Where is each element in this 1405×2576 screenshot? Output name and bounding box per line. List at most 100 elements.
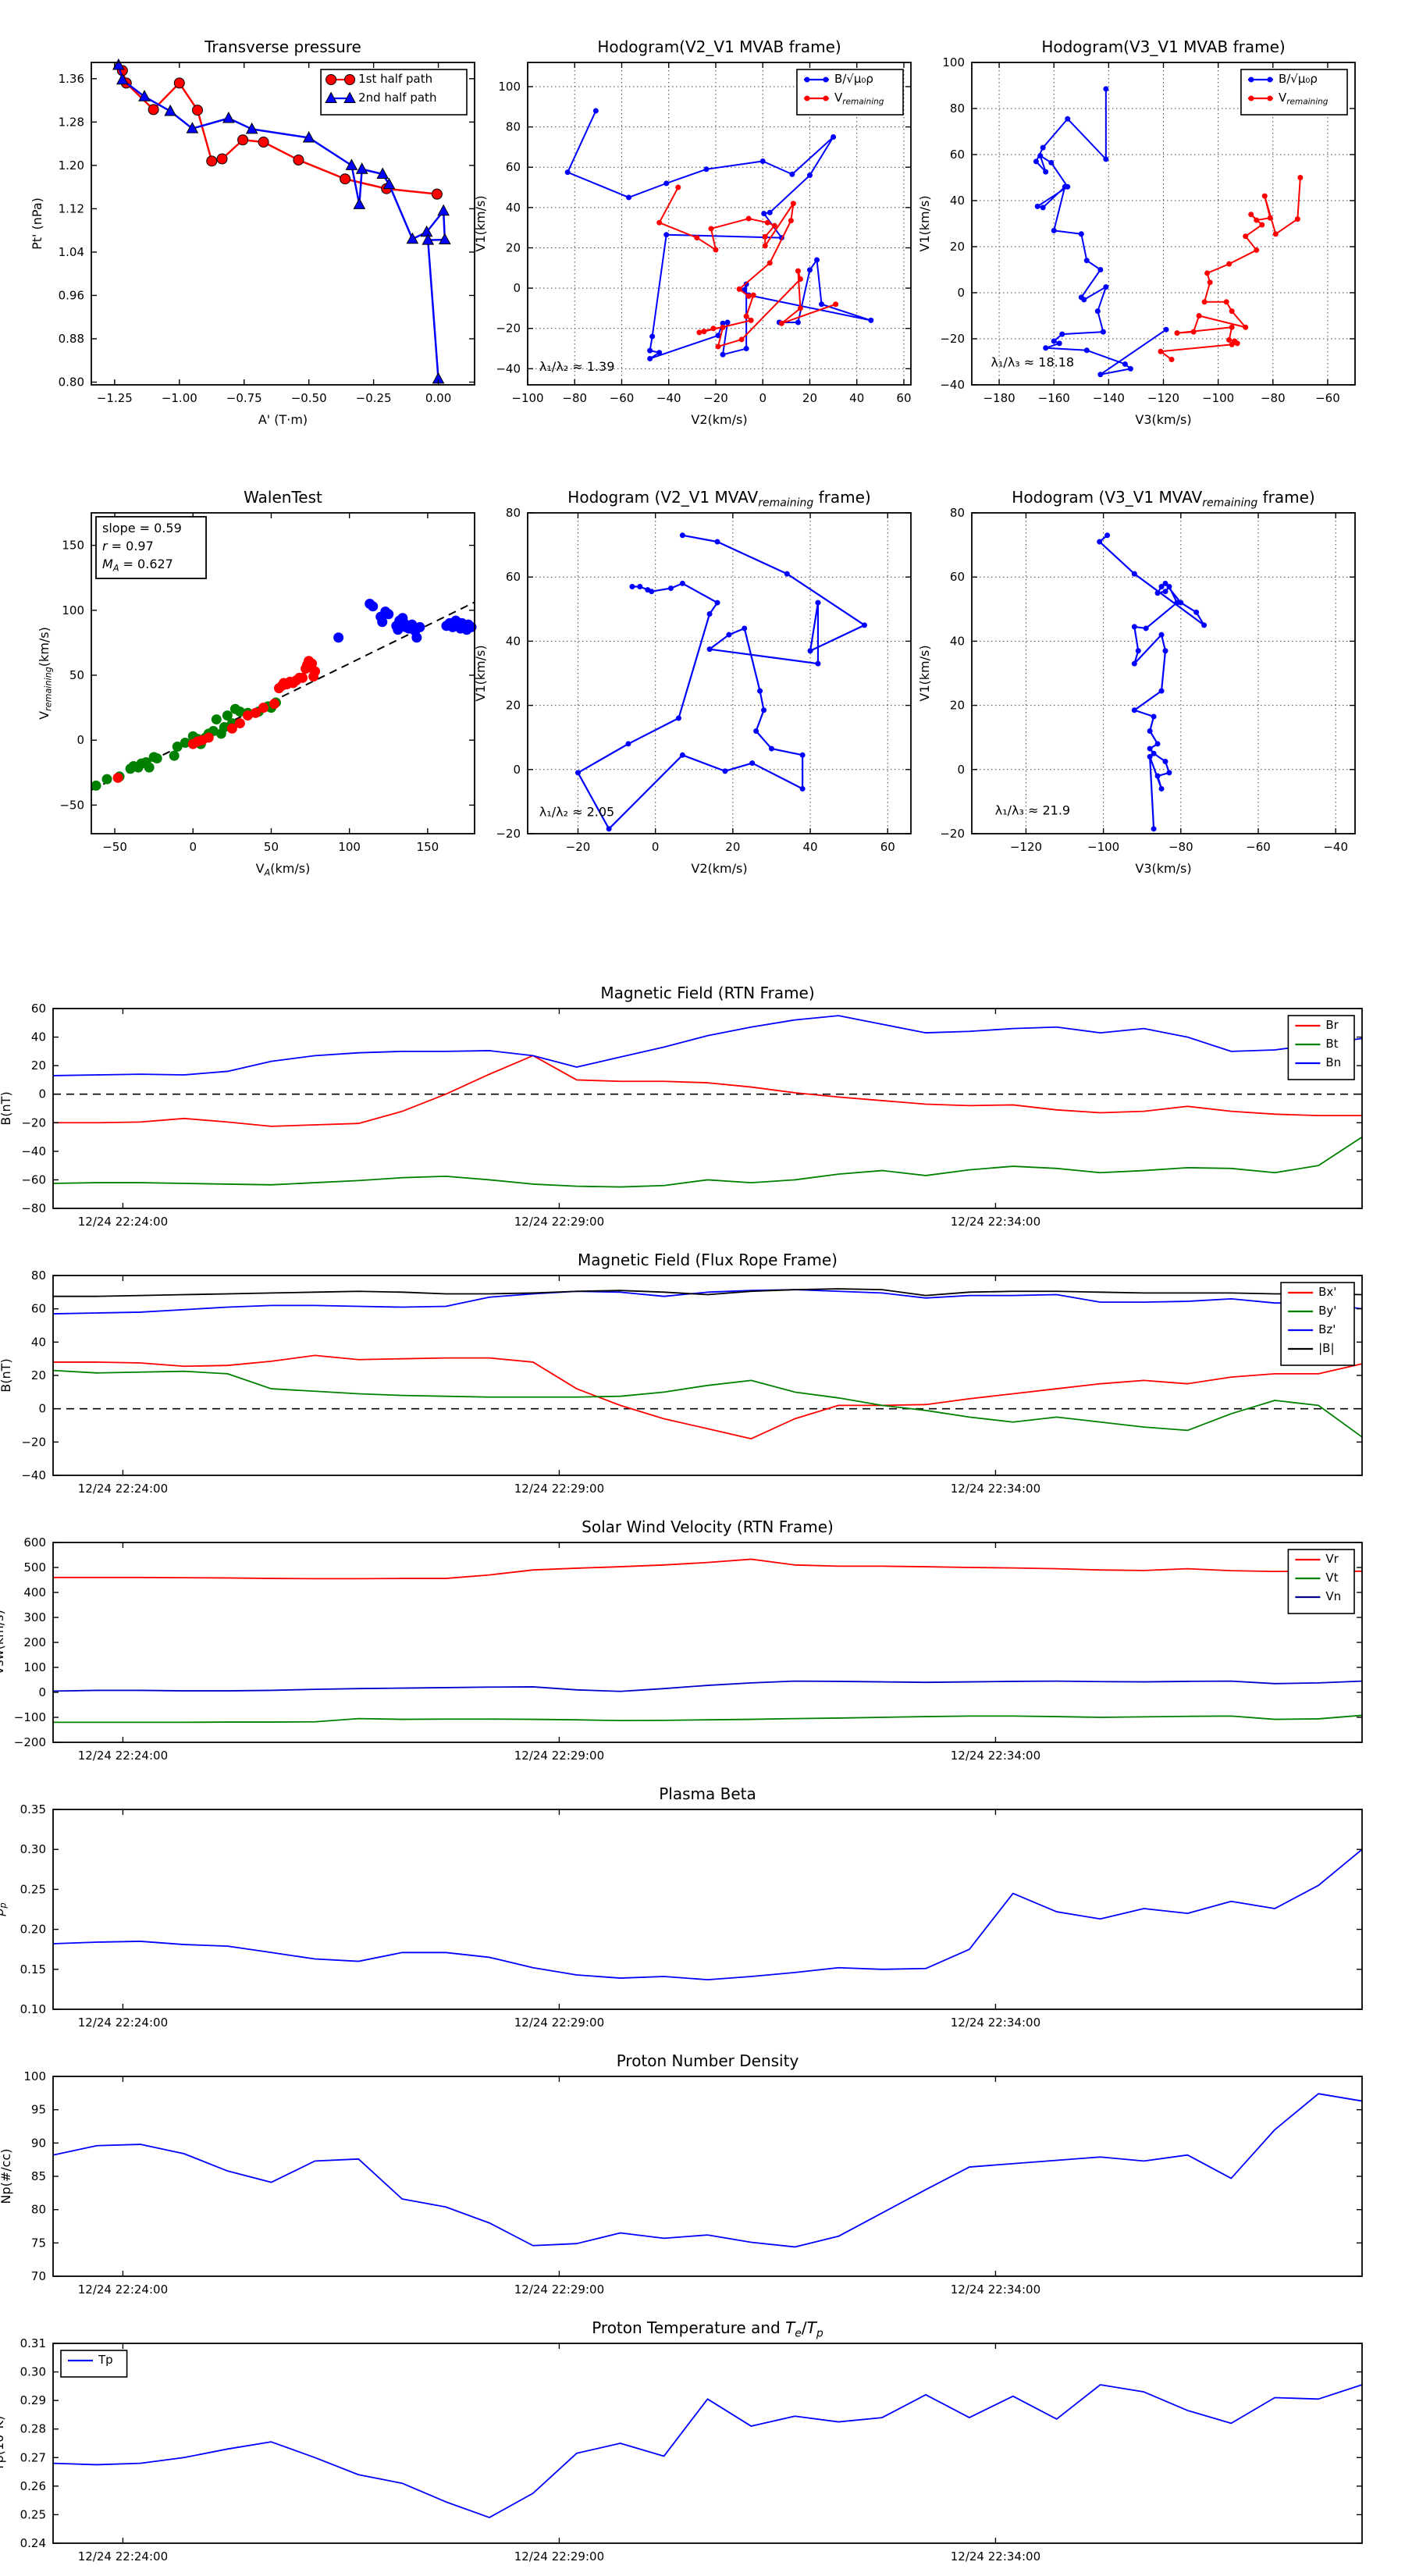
y-axis-label: V1(km/s)	[473, 195, 488, 251]
x-tick-label: −20	[703, 391, 728, 405]
y-tick-label: 300	[23, 1610, 46, 1624]
legend: Tp	[60, 2350, 128, 2378]
y-tick-label: −20	[940, 827, 965, 841]
y-tick-label: 20	[950, 240, 965, 254]
x-tick-label: 60	[880, 840, 895, 854]
chart-title: Plasma Beta	[659, 1784, 756, 1803]
legend-label: Tp	[98, 2353, 113, 2367]
x-tick-label: −40	[1323, 840, 1348, 854]
x-tick-label: 50	[264, 840, 279, 854]
legend-label: By'	[1318, 1304, 1336, 1318]
x-tick-label: 12/24 22:34:00	[951, 2549, 1040, 2564]
y-tick-label: 40	[506, 201, 521, 215]
y-tick-label: 0.15	[20, 1962, 46, 1976]
y-tick-label: −20	[940, 332, 965, 346]
y-tick-label: 95	[31, 2103, 46, 2117]
y-tick-label: −40	[21, 1468, 46, 1482]
y-axis-label: βp	[0, 1902, 9, 1916]
y-tick-label: −20	[21, 1435, 46, 1449]
x-tick-label: −180	[983, 391, 1015, 405]
x-tick-label: −60	[1246, 840, 1271, 854]
y-axis-label: Np(#/cc)	[0, 2149, 13, 2204]
x-tick-label: −120	[1010, 840, 1042, 854]
x-tick-label: −100	[1087, 840, 1119, 854]
y-tick-label: 1.20	[59, 158, 84, 173]
chart-title: Proton Number Density	[617, 2051, 799, 2070]
x-tick-label: 0	[189, 840, 197, 854]
x-tick-label: 12/24 22:34:00	[951, 2016, 1040, 2030]
y-tick-label: 0.29	[20, 2393, 46, 2407]
y-tick-label: 0	[76, 733, 84, 747]
y-tick-label: −200	[14, 1735, 46, 1749]
y-tick-label: 20	[950, 699, 965, 713]
y-tick-label: 80	[950, 506, 965, 520]
y-tick-label: −40	[496, 361, 521, 375]
x-axis-label: V3(km/s)	[1135, 861, 1191, 876]
y-tick-label: 100	[23, 1660, 46, 1674]
chart-title: Hodogram(V3_V1 MVAB frame)	[1041, 37, 1285, 56]
y-tick-label: 0.25	[20, 2507, 46, 2521]
y-tick-label: 60	[506, 160, 521, 174]
legend-label: Vremaining	[834, 91, 884, 106]
x-tick-label: 12/24 22:29:00	[514, 1215, 604, 1229]
y-axis-label: Tp(106K)	[0, 2416, 6, 2471]
y-tick-label: 0	[38, 1402, 46, 1416]
y-tick-label: −20	[496, 827, 521, 841]
y-tick-label: 0	[513, 281, 521, 295]
x-tick-label: 0	[652, 840, 660, 854]
y-tick-label: 0.30	[20, 1842, 46, 1856]
y-tick-label: 0.31	[20, 2336, 46, 2350]
legend-label: Bt	[1325, 1037, 1338, 1051]
chart-title: WalenTest	[244, 488, 322, 507]
y-tick-label: 1.28	[59, 115, 84, 129]
x-tick-label: −0.75	[226, 391, 262, 405]
y-tick-label: 60	[506, 570, 521, 584]
chart-title: Proton Temperature and Te/Tp	[592, 2318, 823, 2339]
x-tick-label: 12/24 22:24:00	[78, 2016, 168, 2030]
x-tick-label: 100	[338, 840, 361, 854]
annotation: λ₁/λ₃ ≈ 18.18	[991, 354, 1075, 369]
y-tick-label: 0.24	[20, 2536, 46, 2550]
chart-title: Hodogram (V2_V1 MVAVremaining frame)	[567, 488, 870, 509]
x-tick-label: −0.25	[356, 391, 392, 405]
legend-label: Br	[1325, 1018, 1339, 1032]
chart-title: Hodogram (V3_V1 MVAVremaining frame)	[1012, 488, 1314, 509]
x-tick-label: −100	[1202, 391, 1234, 405]
x-tick-label: −80	[1261, 391, 1286, 405]
x-tick-label: 150	[417, 840, 439, 854]
x-tick-label: −60	[1315, 391, 1340, 405]
y-tick-label: 200	[23, 1635, 46, 1649]
y-tick-label: 40	[31, 1335, 46, 1349]
y-tick-label: −40	[940, 378, 965, 392]
legend: 1st half path 2nd half path	[320, 69, 468, 116]
chart-title: Magnetic Field (RTN Frame)	[600, 984, 814, 1002]
x-tick-label: −40	[656, 391, 681, 405]
y-tick-label: 0	[38, 1087, 46, 1101]
x-tick-label: 40	[849, 391, 864, 405]
y-axis-label: V1(km/s)	[473, 645, 488, 701]
y-tick-label: 50	[69, 668, 84, 682]
y-tick-label: 0.35	[20, 1802, 46, 1816]
x-tick-label: 12/24 22:24:00	[78, 1215, 168, 1229]
x-tick-label: −60	[610, 391, 635, 405]
x-tick-label: 12/24 22:29:00	[514, 2016, 604, 2030]
y-tick-label: 0.80	[59, 375, 84, 390]
legend-label: |B|	[1318, 1341, 1334, 1355]
x-tick-label: 12/24 22:24:00	[78, 1749, 168, 1763]
y-tick-label: 1.12	[59, 201, 84, 215]
y-tick-label: −60	[21, 1172, 46, 1187]
legend-label: Bz'	[1318, 1322, 1336, 1336]
y-tick-label: 0	[38, 1685, 46, 1699]
y-tick-label: −20	[496, 322, 521, 336]
legend-label: Bn	[1325, 1055, 1341, 1069]
x-tick-label: 12/24 22:24:00	[78, 2549, 168, 2564]
legend: Vr Vt Vn	[1287, 1549, 1355, 1614]
y-tick-label: 100	[62, 603, 84, 617]
